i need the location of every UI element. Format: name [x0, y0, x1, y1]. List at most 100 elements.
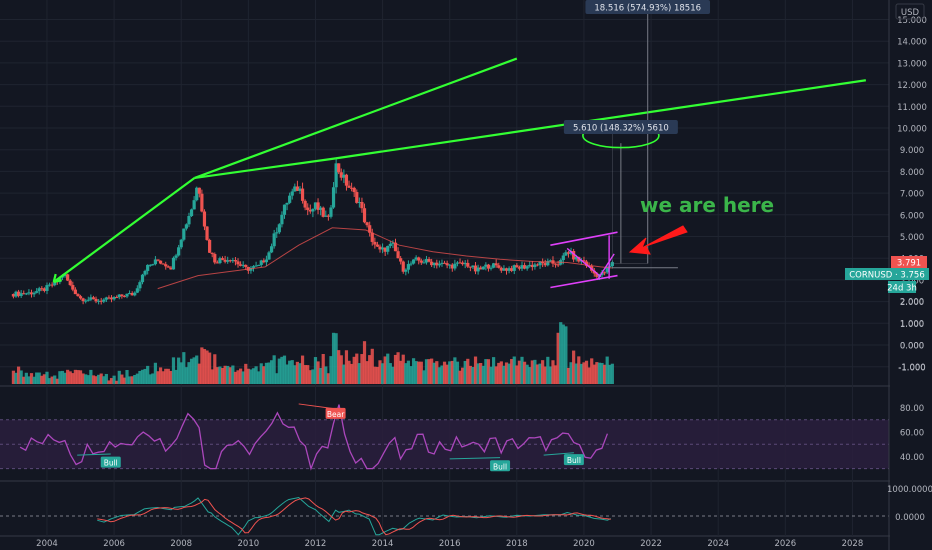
- candle-body: [254, 265, 258, 267]
- volume-bar: [179, 362, 183, 384]
- candle-body: [251, 266, 256, 268]
- volume-bar: [213, 354, 217, 384]
- candle-body: [504, 268, 509, 271]
- price-range-tool[interactable]: 5.610 (148.32%) 5610 18.516 (574.93%) 185…: [563, 0, 711, 269]
- volume-bar: [543, 366, 547, 384]
- candle-body: [257, 264, 261, 266]
- volume-bar: [362, 341, 367, 384]
- rsi-line: [19, 404, 609, 471]
- volume-bar: [233, 371, 238, 384]
- chart-labels: we are here: [628, 193, 774, 255]
- candle-body: [350, 187, 354, 189]
- volume-bar: [437, 367, 441, 384]
- volume-bar: [502, 365, 506, 384]
- volume-bar: [473, 356, 478, 384]
- volume-bar: [11, 370, 16, 384]
- candle-body: [73, 289, 77, 295]
- candle-body: [388, 243, 392, 246]
- candle-body: [522, 265, 527, 269]
- volume-bar: [73, 369, 77, 384]
- candle-body: [427, 259, 431, 262]
- candle-body: [365, 222, 369, 226]
- candle-body: [164, 264, 168, 267]
- volume-bar: [249, 369, 253, 384]
- volume-bar: [569, 362, 573, 384]
- volume-bar: [368, 355, 372, 384]
- candle-body: [22, 293, 26, 295]
- candle-body: [220, 258, 225, 260]
- candle-body: [303, 200, 307, 208]
- candle-body: [499, 267, 503, 271]
- candle-body: [151, 264, 155, 266]
- volume-bar: [140, 369, 145, 384]
- candle-body: [430, 261, 434, 266]
- candle-body: [66, 274, 70, 281]
- channel-lower: [550, 274, 618, 289]
- volume-bar: [453, 357, 457, 384]
- candle-body: [63, 274, 67, 277]
- volume-bar: [582, 362, 586, 384]
- candle-body: [233, 260, 238, 262]
- candle-body: [561, 255, 565, 261]
- volume-bar: [432, 362, 436, 384]
- candle-body: [161, 263, 165, 265]
- volume-bar: [463, 360, 467, 384]
- candle-body: [210, 252, 214, 255]
- volume-bar: [386, 353, 390, 384]
- close-price-tag: [845, 268, 929, 280]
- volume-bar: [246, 368, 250, 384]
- volume-bar: [215, 367, 219, 384]
- candle-body: [437, 264, 441, 266]
- volume-bar: [497, 362, 501, 384]
- candle-body: [27, 292, 31, 294]
- volume-bar: [546, 356, 550, 384]
- volume-bar: [510, 359, 514, 384]
- candle-body: [174, 255, 178, 258]
- volume-bar: [47, 378, 52, 384]
- candle-body: [311, 208, 315, 212]
- candle-body: [494, 263, 498, 266]
- candle-body: [71, 285, 75, 290]
- volume-bar: [579, 363, 583, 384]
- candle-body: [422, 262, 426, 264]
- volume-bar: [471, 366, 475, 384]
- parallel-channel[interactable]: [550, 231, 618, 289]
- trendlines[interactable]: [52, 57, 867, 284]
- candle-body: [486, 264, 491, 269]
- volume-bar: [494, 366, 498, 384]
- volume-bar: [127, 376, 132, 384]
- volume-bar: [468, 365, 472, 384]
- volume-bar: [288, 360, 292, 384]
- volume-bar: [430, 358, 434, 384]
- volume-bar: [533, 359, 537, 384]
- volume-bar: [164, 368, 168, 384]
- candle-body: [491, 263, 496, 268]
- candle-body: [481, 266, 485, 270]
- volume-bar: [298, 363, 302, 384]
- candle-body: [603, 272, 607, 274]
- volume-bar: [282, 355, 287, 384]
- volume-bar: [285, 364, 289, 384]
- candle-body: [419, 260, 423, 263]
- candle-body: [577, 256, 581, 262]
- candle-body: [169, 267, 173, 270]
- candle-body: [339, 172, 343, 178]
- measure-label-large: 18.516 (574.93%) 18516: [594, 4, 701, 14]
- volume-bar: [352, 356, 356, 384]
- volume-bar: [592, 364, 596, 384]
- candle-body: [313, 202, 318, 209]
- price-tick-label: 13.000: [897, 59, 927, 69]
- volume-bar: [360, 354, 364, 384]
- volume-bar: [370, 348, 374, 384]
- volume-bar: [610, 363, 614, 384]
- candle-body: [166, 266, 170, 268]
- candle-body: [42, 288, 47, 291]
- candle-body: [239, 264, 243, 266]
- candle-body: [329, 207, 333, 217]
- candle-body: [115, 297, 119, 299]
- candle-body: [321, 207, 325, 217]
- macd-tick-label: 0.0000: [895, 513, 925, 523]
- candle-body: [215, 262, 219, 264]
- volume-bar: [419, 361, 423, 384]
